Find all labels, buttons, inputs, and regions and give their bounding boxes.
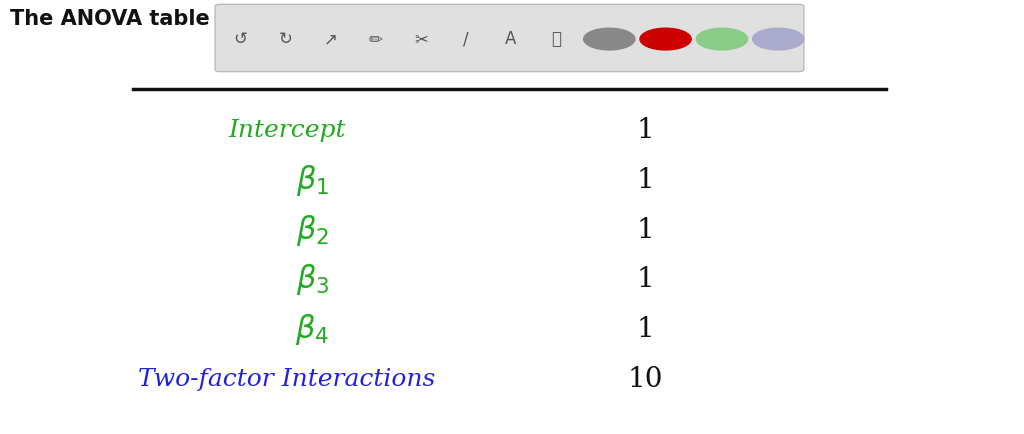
Text: Degrees of Freedom: Degrees of Freedom	[507, 39, 794, 66]
Text: $\beta_2$: $\beta_2$	[296, 213, 329, 247]
Circle shape	[753, 28, 804, 50]
Circle shape	[696, 28, 748, 50]
Text: Two-factor Interactions: Two-factor Interactions	[138, 368, 435, 391]
Text: 1: 1	[636, 316, 654, 343]
Text: 1: 1	[636, 167, 654, 194]
Text: ↗: ↗	[324, 30, 338, 48]
Text: ↺: ↺	[233, 30, 248, 48]
Text: Intercept: Intercept	[228, 119, 345, 141]
Text: $\beta_3$: $\beta_3$	[296, 263, 329, 297]
Text: 🖼: 🖼	[551, 30, 561, 48]
Text: Coefficients: Coefficients	[223, 39, 391, 66]
Text: A: A	[505, 30, 517, 48]
Text: 1: 1	[636, 217, 654, 243]
Text: ↻: ↻	[279, 30, 293, 48]
Text: ✂: ✂	[414, 30, 428, 48]
Text: ✏: ✏	[369, 30, 383, 48]
Text: $\beta_1$: $\beta_1$	[296, 163, 329, 197]
Circle shape	[584, 28, 635, 50]
Text: $\beta_4$: $\beta_4$	[295, 312, 330, 347]
Text: 1: 1	[636, 266, 654, 293]
Text: The ANOVA table for the complete factorial model     looks like:: The ANOVA table for the complete factori…	[10, 9, 756, 29]
Text: 1: 1	[636, 117, 654, 144]
Circle shape	[640, 28, 691, 50]
Text: 10: 10	[628, 366, 663, 393]
FancyBboxPatch shape	[215, 4, 804, 72]
Text: /: /	[463, 30, 469, 48]
